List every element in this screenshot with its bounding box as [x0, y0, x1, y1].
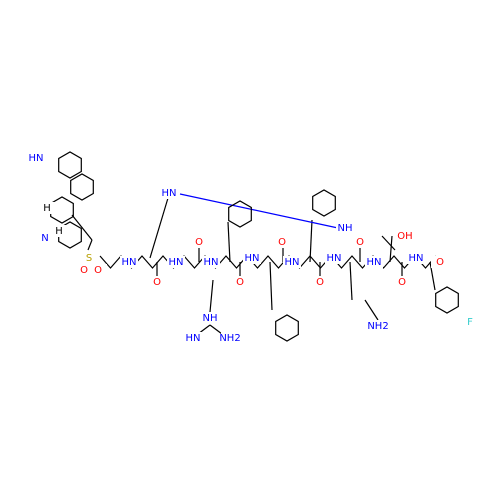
atom-label: OH	[397, 231, 412, 242]
label-bg	[243, 252, 261, 264]
atom-label: H	[43, 203, 51, 214]
atom-label: O	[236, 277, 244, 288]
label-bg	[311, 276, 329, 288]
atom-label: HN	[186, 333, 201, 344]
label-bg	[75, 264, 93, 276]
label-bg	[221, 332, 239, 344]
label-bg	[325, 252, 343, 264]
atom-label: HN	[29, 153, 44, 164]
atom-label: HN	[204, 257, 219, 268]
label-bg	[160, 187, 178, 199]
label-bg	[27, 152, 45, 164]
label-bg	[50, 225, 68, 237]
atom-label: O	[356, 237, 364, 248]
bond	[381, 235, 396, 251]
atom-label: HN	[245, 253, 260, 264]
bond	[269, 261, 273, 311]
label-bg	[201, 312, 219, 324]
label-bg	[89, 264, 107, 276]
atom-label: O	[80, 265, 88, 276]
label-bg	[336, 222, 354, 234]
bond	[389, 235, 393, 263]
label-bg	[38, 202, 56, 214]
ring	[312, 189, 336, 217]
bond	[87, 239, 93, 251]
label-bg	[283, 256, 301, 268]
atom-label: HN	[162, 188, 177, 199]
label-bg	[167, 256, 185, 268]
atom-label: NH	[203, 313, 218, 324]
atom-label: NH2	[219, 333, 240, 344]
bond	[364, 299, 379, 321]
ring	[70, 173, 94, 201]
bond	[209, 279, 214, 313]
atom-label: HN	[122, 257, 137, 268]
bond	[209, 324, 223, 335]
atom-label: HN	[169, 257, 184, 268]
atom-label: O	[195, 237, 203, 248]
label-bg	[190, 236, 208, 248]
label-bg	[351, 236, 369, 248]
atom-label: O	[436, 257, 444, 268]
label-bg	[273, 236, 291, 248]
bond	[71, 214, 93, 241]
atom-label: O	[94, 265, 102, 276]
atom-label: O	[316, 277, 324, 288]
atom-label: HN	[285, 257, 300, 268]
atom-label: NH2	[367, 321, 388, 332]
atom-label: HN	[409, 253, 424, 264]
label-bg	[148, 276, 166, 288]
atom-label: O	[278, 237, 286, 248]
label-bg	[202, 256, 220, 268]
label-bg	[396, 230, 414, 242]
ring	[58, 151, 82, 179]
label-bg	[36, 232, 54, 244]
bond	[149, 197, 169, 259]
atom-label: HN	[327, 253, 342, 264]
atom-label: F	[467, 317, 473, 328]
label-bg	[231, 276, 249, 288]
bond	[349, 261, 353, 301]
ring	[275, 314, 299, 342]
label-bg	[184, 332, 202, 344]
label-bg	[80, 252, 98, 264]
bond	[179, 193, 339, 229]
label-bg	[407, 252, 425, 264]
bond	[309, 219, 313, 263]
atom-label: NH	[338, 223, 353, 234]
label-bg	[461, 316, 479, 328]
atom-label: H	[55, 226, 63, 237]
bond	[429, 261, 436, 291]
label-bg	[431, 256, 449, 268]
bond	[227, 221, 231, 263]
ring	[228, 200, 252, 228]
atom-label: N	[41, 233, 48, 244]
label-bg	[120, 256, 138, 268]
atom-label: HN	[367, 257, 382, 268]
atom-label: O	[153, 277, 161, 288]
label-bg	[393, 276, 411, 288]
atom-label: S	[86, 253, 92, 264]
label-bg	[369, 320, 387, 332]
atom-label: O	[398, 277, 406, 288]
ring	[435, 286, 459, 314]
label-bg	[365, 256, 383, 268]
